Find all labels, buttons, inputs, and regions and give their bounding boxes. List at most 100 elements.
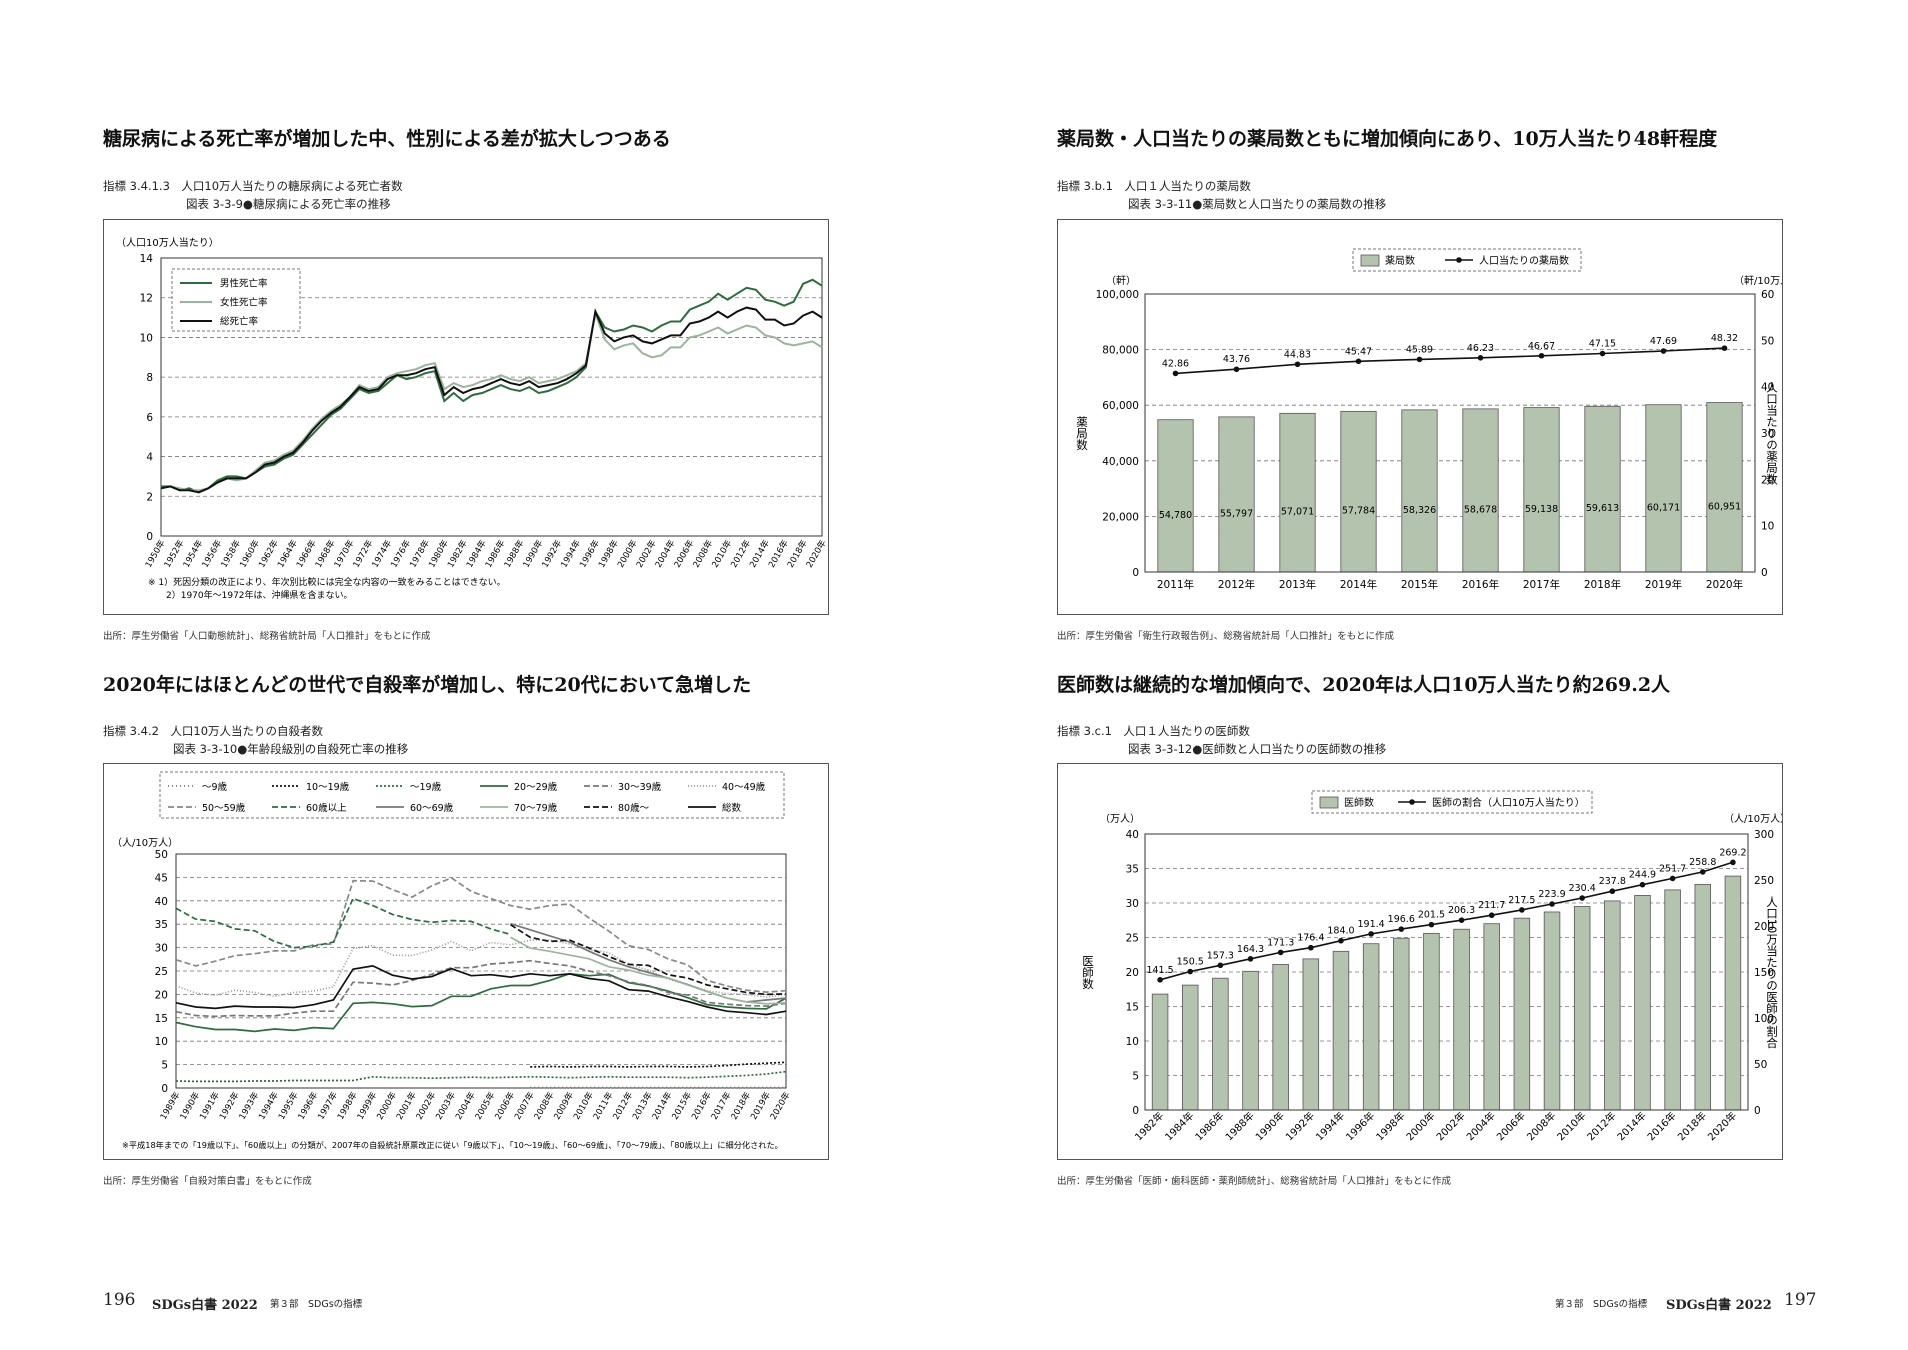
legend-label: 総死亡率: [220, 316, 259, 328]
y-tick-label: 8: [146, 372, 153, 384]
suicide-chart: （人/10万人）051015202530354045501989年1990年19…: [112, 771, 793, 1150]
y-left-axis-title: 医師数: [1081, 955, 1095, 990]
legend-swatch-bar: [1319, 796, 1339, 809]
bar: [1393, 937, 1410, 1111]
x-tick-label: 2019年: [1645, 578, 1682, 591]
plot-frame: [1144, 293, 1756, 573]
bar: [1279, 412, 1316, 573]
legend-label-line: 医師の割合（人口10万人当たり）: [1432, 796, 1585, 809]
bar: [1340, 410, 1377, 573]
point-label: 201.5: [1418, 910, 1445, 921]
line-point: [1699, 869, 1706, 875]
line-point: [1247, 956, 1254, 962]
y-unit-label: （人口10万人当たり）: [116, 236, 219, 249]
x-tick-label: 2020年: [768, 1090, 793, 1122]
line-point: [1519, 907, 1525, 913]
y-tick-label: 0: [146, 531, 153, 543]
point-label: 47.69: [1650, 336, 1677, 347]
line-point: [1477, 355, 1484, 361]
bar: [1453, 928, 1470, 1111]
legend-label: 60～69歳: [410, 802, 454, 814]
left-part-label: 第３部 SDGsの指標: [270, 1299, 363, 1310]
p3-indicator: 指標 3.4.2 人口10万人当たりの自殺者数: [103, 724, 324, 738]
y-right-axis-title: 人口当たりの薬局数: [1765, 381, 1779, 485]
p1-source: 出所：厚生労働省「人口動態統計」、総務省統計局「人口推計」をもとに作成: [103, 631, 431, 642]
bar: [1181, 984, 1199, 1111]
point-label: 206.3: [1448, 905, 1475, 916]
p1-chart-frame: （人口10万人当たり） 0 2 4 6 8 10 12 14 1950年 1952年 1954年 195…: [103, 219, 829, 615]
legend-label-line: 人口当たりの薬局数: [1479, 254, 1569, 267]
left-book-title: SDGs白書 2022: [152, 1298, 258, 1313]
bar-label: 58,326: [1403, 505, 1436, 516]
point-label: 48.32: [1711, 333, 1738, 344]
line-point: [1549, 901, 1555, 907]
x-tick-label: 1990年: [1253, 1109, 1287, 1143]
x-tick-label: 2016年: [1462, 578, 1499, 591]
x-tick-label: 2011年: [1157, 578, 1194, 591]
series-line: [510, 922, 787, 1003]
x-tick-label: 2000年: [1403, 1109, 1437, 1143]
right-page-number: 197: [1784, 1290, 1817, 1310]
x-tick-label: 2012年: [1218, 578, 1255, 591]
y-left-axis-title: 薬局数: [1075, 416, 1089, 451]
bar: [1483, 923, 1500, 1111]
x-tick-label: 2014年: [1614, 1109, 1648, 1143]
bar-label: 59,613: [1586, 503, 1619, 514]
line-point: [1172, 370, 1179, 377]
series-line: [1159, 861, 1734, 981]
x-tick-label: 2002年: [1433, 1109, 1467, 1143]
y-tick-label: 30: [155, 943, 168, 955]
legend-box: [159, 771, 785, 819]
series-line: [175, 1070, 787, 1083]
bar: [1332, 950, 1350, 1111]
y-left-tick-label: 5: [1132, 1071, 1139, 1083]
y-left-tick-label: 35: [1126, 864, 1139, 876]
right-book-title: SDGs白書 2022: [1666, 1298, 1772, 1313]
line-point: [1599, 350, 1606, 357]
y-tick-label: 5: [161, 1060, 168, 1072]
y-tick-label: 35: [155, 919, 168, 931]
legend-label: 60歳以上: [306, 802, 347, 814]
y-right-tick-label: 0: [1761, 567, 1768, 579]
bar-label: 57,784: [1342, 506, 1375, 517]
p2-figure-caption: 図表 3-3-11●薬局数と人口当たりの薬局数の推移: [1128, 197, 1387, 211]
point-label: 150.5: [1177, 957, 1204, 968]
line-point: [1416, 356, 1423, 363]
plot-frame: [175, 853, 787, 1089]
y-unit-label: （人/10万人）: [112, 837, 178, 849]
line-point: [1538, 352, 1545, 359]
note-2: 2）1970年～1972年は、沖縄県を含まない。: [166, 589, 353, 601]
bar: [1604, 900, 1621, 1111]
x-tick-label: 2018年: [1584, 578, 1621, 591]
y-tick-label: 50: [155, 849, 168, 861]
bar-label: 55,797: [1220, 508, 1253, 519]
bar: [1634, 895, 1651, 1111]
line-point: [1669, 875, 1676, 882]
x-tick-label: 2020年: [1705, 1109, 1739, 1143]
bar-label: 60,171: [1647, 502, 1680, 513]
bar: [1664, 889, 1681, 1111]
line-point: [1730, 859, 1736, 866]
bar: [1694, 883, 1712, 1111]
bar: [1513, 917, 1531, 1111]
y-tick-label: 6: [146, 412, 153, 424]
x-tick-label: 2015年: [1401, 578, 1438, 591]
y-tick-label: 4: [146, 452, 153, 464]
point-label: 43.76: [1223, 354, 1250, 365]
point-label: 47.15: [1589, 339, 1616, 350]
x-tick-label: 2018年: [1675, 1109, 1709, 1143]
left-page-number: 196: [103, 1290, 136, 1310]
point-label: 251.7: [1659, 863, 1686, 874]
legend-label: 40～49歳: [722, 781, 766, 793]
legend-label: 女性死亡率: [220, 297, 268, 309]
point-label: 141.5: [1146, 965, 1173, 976]
plot-frame: [1144, 833, 1749, 1111]
point-label: 211.7: [1478, 900, 1505, 911]
point-label: 184.0: [1327, 926, 1354, 937]
legend-label: 総数: [722, 802, 742, 814]
line-point: [1579, 895, 1585, 901]
legend-label: 70～79歳: [514, 802, 558, 814]
line-point: [1488, 912, 1495, 919]
y-right-tick-label: 250: [1754, 875, 1774, 887]
bar: [1151, 993, 1169, 1111]
